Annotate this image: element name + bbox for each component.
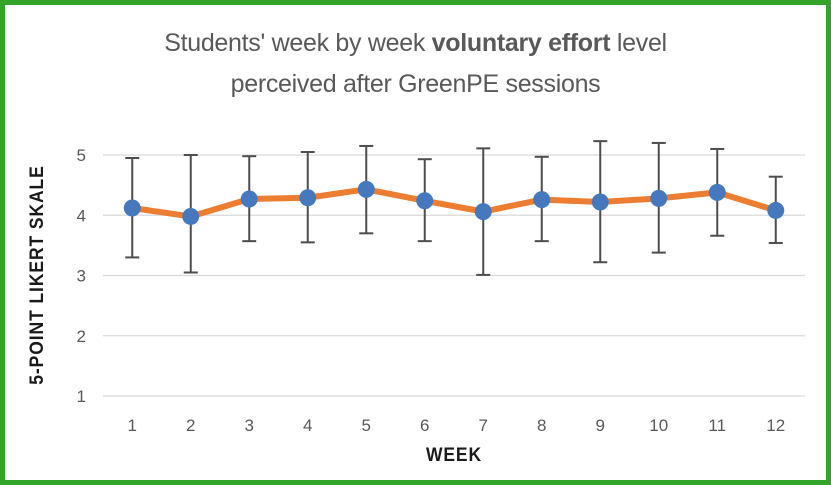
data-point-week-4 [299, 189, 317, 207]
x-tick-label: 1 [128, 416, 137, 435]
chart-title-line1: Students' week by week voluntary effort … [5, 23, 826, 64]
x-axis-title: WEEK [425, 445, 483, 466]
x-tick-label: 8 [537, 416, 546, 435]
x-tick-label: 5 [362, 416, 371, 435]
y-tick-label: 1 [77, 387, 86, 406]
data-point-week-2 [182, 207, 200, 225]
chart-title-line2: perceived after GreenPE sessions [230, 70, 601, 98]
x-tick-label: 11 [708, 416, 726, 435]
chart-title-line1-prefix: Students' week by week [164, 29, 432, 57]
data-point-week-11 [708, 183, 726, 201]
y-tick-label: 2 [77, 327, 86, 346]
y-tick-label: 4 [77, 206, 86, 225]
chart-title-line1-suffix: level [610, 29, 667, 57]
data-point-week-3 [240, 190, 258, 208]
x-tick-label: 9 [596, 416, 605, 435]
data-point-week-6 [416, 192, 434, 210]
x-tick-label: 7 [479, 416, 488, 435]
data-point-week-12 [767, 201, 785, 219]
data-point-week-10 [650, 189, 668, 207]
chart-title-line1-bold: voluntary effort [431, 29, 611, 57]
chart-title: Students' week by week voluntary effort … [5, 23, 826, 105]
series-line [129, 186, 779, 220]
data-point-week-7 [474, 203, 492, 221]
x-tick-label: 6 [420, 416, 429, 435]
data-point-week-5 [357, 180, 375, 198]
y-tick-label: 5 [77, 146, 86, 165]
x-tick-label: 10 [649, 416, 668, 435]
data-point-week-1 [123, 199, 141, 217]
x-tick-label: 4 [303, 416, 312, 435]
x-tick-label: 2 [186, 416, 195, 435]
x-tick-label: 12 [766, 416, 785, 435]
y-tick-label: 3 [77, 267, 86, 286]
data-point-week-9 [591, 193, 609, 211]
y-axis-title: 5-POINT LIKERT SKALE [27, 165, 48, 385]
data-point-week-8 [533, 191, 551, 209]
x-tick-label: 3 [245, 416, 254, 435]
